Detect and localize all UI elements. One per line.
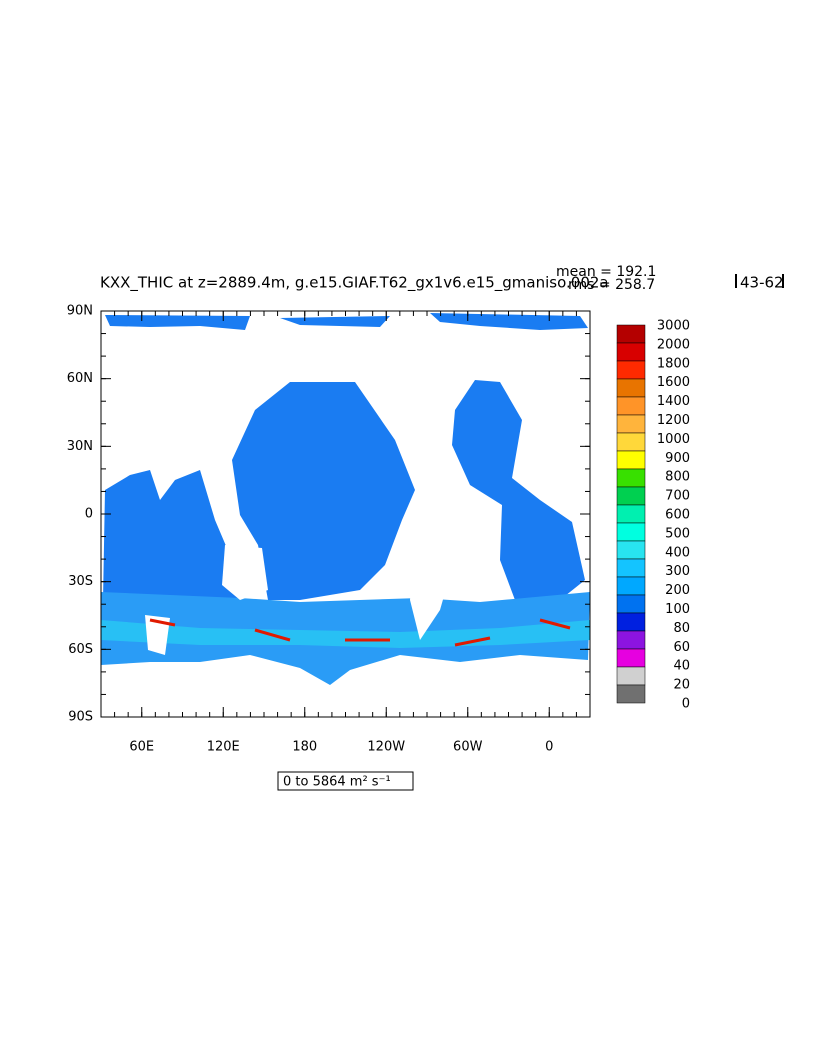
colorbar-label: 800 [665,470,690,485]
colorbar-label: 600 [665,508,690,523]
x-tick-label: 60E [129,740,154,755]
x-tick-label: 180 [292,740,317,755]
colorbar-label: 1000 [657,432,690,447]
y-tick-label: 60N [67,371,93,386]
plot-title: KXX_THIC at z=2889.4m, g.e15.GIAF.T62_gx… [100,274,609,293]
colorbar-box [616,378,646,398]
colorbar-box [616,576,646,596]
colorbar-box [616,594,646,614]
x-tick-label: 60W [453,740,483,755]
colorbar-label: 2000 [657,337,690,352]
range-label: 0 to 5864 m² s⁻¹ [283,775,391,790]
colorbar-label: 3000 [657,319,690,334]
colorbar-box [616,396,646,416]
range-box [277,771,414,791]
colorbar-box [616,342,646,362]
colorbar-label: 1200 [657,413,690,428]
x-tick-label: 120E [207,740,240,755]
colorbar-box [616,414,646,434]
colorbar-label: 700 [665,489,690,504]
x-tick-label: 0 [545,740,553,755]
y-tick-label: 60S [68,642,93,657]
colorbar-label: 1400 [657,394,690,409]
rms-label: rms = 258.7 [568,277,655,293]
colorbar-box [616,630,646,650]
colorbar-box [616,450,646,470]
mean-label: mean = 192.1 [556,264,656,280]
colorbar-label: 500 [665,526,690,541]
colorbar-label: 100 [665,602,690,617]
colorbar-box [616,360,646,380]
colorbar-label: 1800 [657,356,690,371]
colorbar-label: 900 [665,451,690,466]
y-tick-label: 30N [67,439,93,454]
y-tick-label: 0 [85,507,93,522]
years-label: 43-62 [740,274,784,292]
colorbar-label: 1600 [657,375,690,390]
colorbar-box [616,432,646,452]
bracket [735,274,737,288]
colorbar-box [616,666,646,686]
colorbar-box [616,540,646,560]
bracket [782,274,784,288]
colorbar-label: 80 [673,621,690,636]
ocean-field [101,313,590,685]
y-tick-label: 90N [67,304,93,319]
colorbar-label: 20 [673,678,690,693]
axes: 60E 120E 180 120W 60W 0 90N 60N 30N 0 30S 60S 90S [67,304,591,755]
colorbar-box [616,558,646,578]
colorbar-box [616,324,646,344]
colorbar-label: 40 [673,659,690,674]
colorbar-label: 300 [665,564,690,579]
colorbar-label: 200 [665,583,690,598]
y-tick-label: 90S [68,710,93,725]
colorbar: 3000200018001600140012001000900800700600… [616,319,690,712]
colorbar-box [616,468,646,488]
colorbar-box [616,522,646,542]
x-tick-label: 120W [367,740,405,755]
colorbar-box [616,612,646,632]
colorbar-box [616,486,646,506]
colorbar-box [616,684,646,704]
colorbar-label: 60 [673,640,690,655]
colorbar-label: 0 [682,697,690,712]
colorbar-box [616,504,646,524]
colorbar-box [616,648,646,668]
colorbar-label: 400 [665,545,690,560]
y-tick-label: 30S [68,574,93,589]
